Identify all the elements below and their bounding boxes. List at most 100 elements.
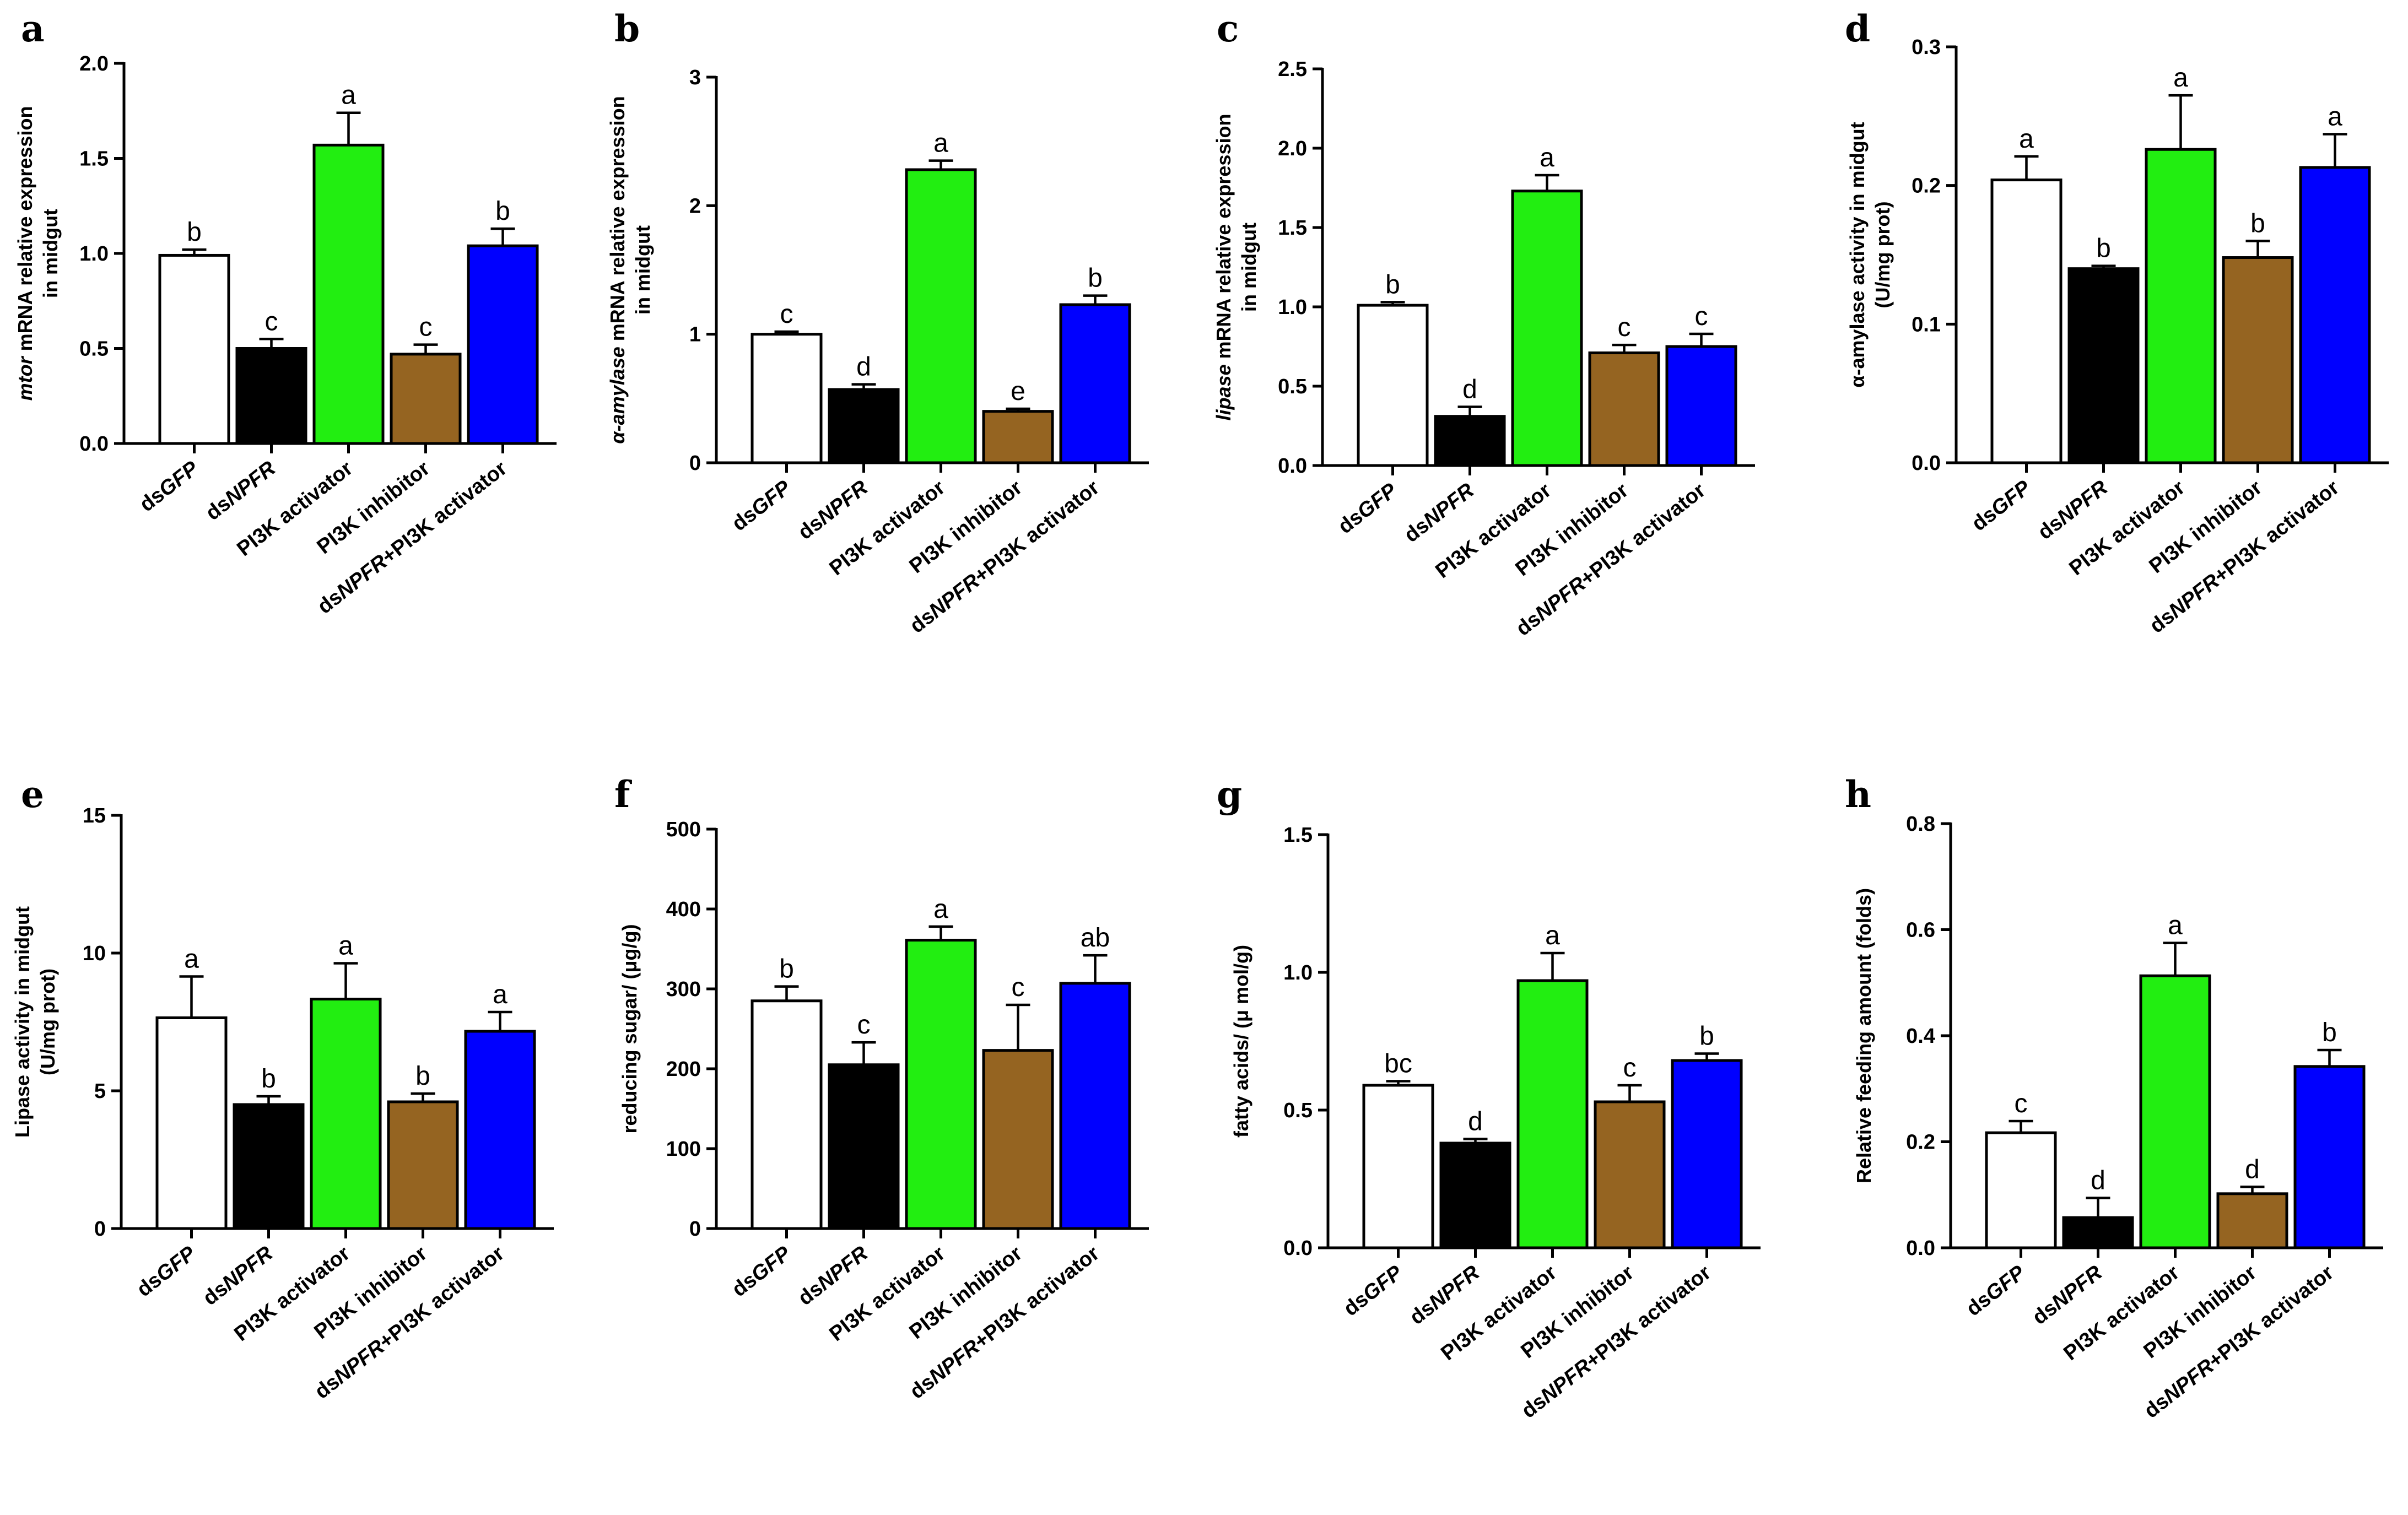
bar — [2293, 1065, 2366, 1249]
significance-letter: b — [2250, 209, 2265, 238]
x-category-label: dsGFP — [136, 457, 203, 517]
bar — [1434, 415, 1506, 467]
significance-letter: b — [187, 218, 202, 247]
bar — [905, 168, 977, 464]
y-tick-label: 0.5 — [79, 338, 109, 361]
y-tick-label: 0.0 — [1906, 1237, 1935, 1260]
significance-letter: a — [341, 81, 356, 110]
x-category-label: dsGFP — [1968, 476, 2036, 536]
significance-letter: a — [933, 129, 948, 158]
y-tick-label: 0.0 — [1912, 452, 1941, 475]
y-tick-label: 0.5 — [1283, 1099, 1313, 1122]
significance-letter: d — [2245, 1155, 2260, 1184]
panel-a: a 0.0 0.5 1.0 1.5 2.0 mtor mRNA relative expre… — [14, 7, 557, 619]
significance-letter: c — [419, 313, 433, 342]
y-tick-label: 100 — [666, 1138, 701, 1161]
bar — [2062, 1216, 2134, 1249]
y-tick-label: 2.5 — [1278, 58, 1307, 81]
significance-letter: a — [1545, 921, 1560, 950]
panel-letter: g — [1217, 773, 1242, 816]
bar — [1671, 1059, 1743, 1249]
y-axis-label: mtor mRNA relative expression — [14, 106, 36, 401]
significance-letter: e — [1011, 377, 1025, 406]
significance-letter: b — [2322, 1018, 2337, 1047]
bar — [2139, 974, 2211, 1249]
significance-letter: a — [338, 932, 353, 961]
bar — [1588, 351, 1660, 467]
y-tick-label: 1.0 — [1278, 296, 1307, 319]
panel-letter: b — [614, 7, 640, 50]
y-tick-label: 500 — [666, 818, 701, 841]
significance-letter: c — [780, 300, 793, 329]
bar — [982, 410, 1054, 464]
significance-letter: b — [261, 1064, 276, 1094]
y-axis-label: reducing sugar/ (μg/g) — [618, 924, 641, 1133]
y-tick-label: 3 — [689, 66, 701, 89]
bar — [387, 1100, 459, 1230]
panel-letter: h — [1845, 773, 1871, 816]
bar — [751, 333, 823, 464]
y-axis-label: in midgut — [1238, 223, 1260, 312]
y-tick-label: 0.6 — [1906, 919, 1935, 942]
bar — [2216, 1192, 2288, 1249]
significance-letter: b — [495, 197, 510, 226]
y-tick-label: 200 — [666, 1058, 701, 1081]
significance-letter: a — [493, 980, 507, 1009]
y-tick-label: 0 — [94, 1218, 106, 1241]
x-category-label: dsGFP — [1334, 479, 1402, 539]
bar — [1516, 979, 1589, 1249]
significance-letter: b — [1699, 1022, 1714, 1051]
significance-letter: a — [2173, 63, 2188, 93]
panel-h: h 0.0 0.2 0.4 0.6 0.8 Relative feeding amount … — [1845, 773, 2383, 1423]
bar — [467, 244, 539, 445]
y-tick-label: 400 — [666, 898, 701, 921]
x-category-label: dsGFP — [133, 1242, 201, 1302]
significance-letter: c — [1623, 1053, 1637, 1083]
significance-letter: c — [857, 1010, 871, 1040]
significance-letter: d — [856, 353, 871, 382]
significance-letter: b — [415, 1062, 430, 1091]
bar — [1594, 1100, 1666, 1249]
significance-letter: d — [1462, 375, 1477, 404]
significance-letter: c — [2015, 1089, 2028, 1118]
bar — [1990, 178, 2063, 464]
bar — [1439, 1141, 1511, 1249]
y-tick-label: 0.4 — [1906, 1025, 1935, 1048]
y-axis-label: lipase mRNA relative expression — [1212, 114, 1235, 421]
y-tick-label: 5 — [94, 1080, 106, 1103]
y-tick-label: 1.5 — [1283, 824, 1313, 847]
bar — [1059, 303, 1131, 464]
bar — [310, 998, 382, 1230]
bar — [1362, 1084, 1434, 1249]
bar — [2299, 166, 2371, 464]
significance-letter: ab — [1081, 923, 1110, 953]
bar — [1665, 345, 1737, 467]
panel-f: f 0 100 200 300 400 500 reducing sugar/ (μg/g) b… — [614, 773, 1149, 1404]
y-tick-label: 2 — [689, 194, 701, 218]
significance-letter: c — [1012, 973, 1025, 1002]
significance-letter: a — [1540, 143, 1554, 172]
y-axis-label: in midgut — [631, 225, 654, 315]
y-axis-label: α-amylase activity in midgut — [1846, 122, 1869, 387]
significance-letter: d — [1468, 1107, 1483, 1137]
y-tick-label: 0.0 — [79, 432, 109, 456]
bar — [158, 253, 230, 445]
bar — [905, 939, 977, 1230]
significance-letter: a — [2168, 911, 2183, 940]
bar — [2067, 267, 2140, 464]
y-tick-label: 1 — [689, 323, 701, 347]
panel-letter: e — [21, 773, 44, 816]
bar — [155, 1016, 228, 1230]
y-axis-label: Relative feeding amount (folds) — [1853, 888, 1875, 1183]
significance-letter: b — [1088, 264, 1103, 293]
y-tick-label: 0.2 — [1906, 1131, 1935, 1154]
y-axis-label: fatty acids/ (μ mol/g) — [1230, 945, 1252, 1138]
bar — [828, 388, 900, 464]
significance-letter: bc — [1384, 1049, 1412, 1079]
y-tick-label: 15 — [83, 804, 106, 827]
panel-letter: c — [1217, 7, 1239, 50]
y-axis-label: α-amylase mRNA relative expression — [606, 96, 629, 443]
y-tick-label: 0.3 — [1912, 36, 1941, 59]
